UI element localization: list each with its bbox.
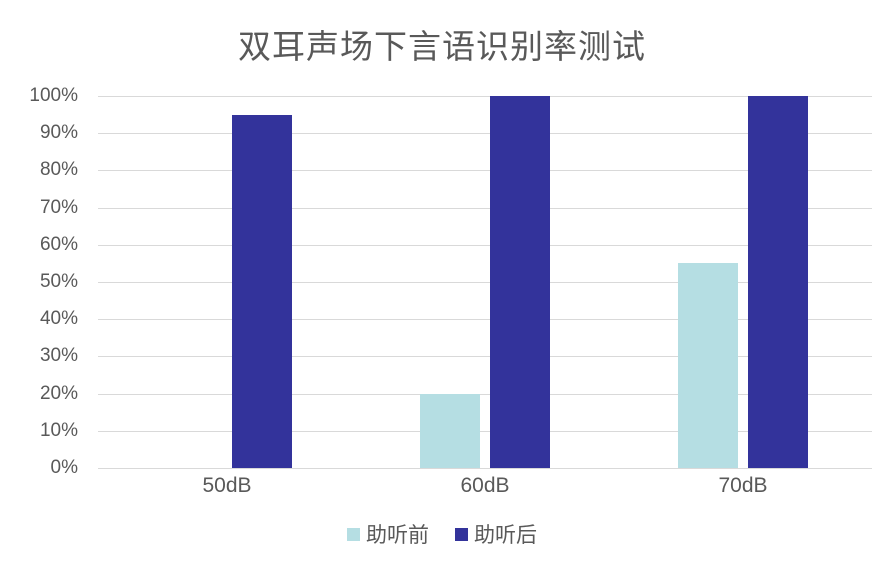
legend-label: 助听前 <box>366 523 429 547</box>
gridline <box>98 393 872 395</box>
y-axis-tick-label: 0% <box>50 457 78 478</box>
y-axis-tick-label: 50% <box>39 271 78 292</box>
gridline <box>98 282 872 283</box>
gridline <box>98 468 872 469</box>
bar-70dB-助听前[interactable] <box>678 263 738 468</box>
y-axis-tick-label: 70% <box>39 196 78 218</box>
gridline <box>98 319 872 321</box>
bar-50dB-助听后[interactable] <box>232 114 292 468</box>
bars-layer <box>98 96 872 468</box>
bar-70dB-助听后[interactable] <box>748 96 808 468</box>
y-axis-tick-label: 10% <box>39 419 78 441</box>
gridline <box>98 244 872 246</box>
legend-label: 助听后 <box>474 523 537 547</box>
gridlines <box>98 96 872 469</box>
gridline <box>98 356 872 358</box>
legend-swatch-icon <box>347 527 360 541</box>
legend-swatch-icon <box>455 527 468 541</box>
x-axis: 50dB 60dB 70dB <box>98 474 872 508</box>
y-axis-tick-label: 60% <box>39 233 78 255</box>
bar-60dB-助听前[interactable] <box>420 393 480 468</box>
plot-area <box>98 96 872 469</box>
chart-title: 双耳声场下言语识别率测试 <box>238 30 646 66</box>
gridline <box>98 133 872 135</box>
y-axis: 0% 10% 20% 30% 40% 50% 60% 70% 80% 90% 100% <box>0 85 88 478</box>
gridline <box>98 207 872 209</box>
chart-legend: 助听前 助听后 <box>0 519 884 549</box>
gridline <box>98 430 872 432</box>
y-axis-tick-label: 80% <box>39 159 78 181</box>
y-axis-tick-label: 40% <box>39 308 78 330</box>
x-axis-tick-label: 60dB <box>460 474 510 497</box>
y-axis-tick-label: 90% <box>39 122 78 144</box>
bar-60dB-助听后[interactable] <box>490 96 550 468</box>
y-axis-tick-label: 100% <box>29 85 78 106</box>
x-axis-tick-label: 70dB <box>718 474 768 497</box>
y-axis-tick-label: 30% <box>39 345 78 367</box>
gridline <box>98 96 872 97</box>
x-axis-tick-label: 50dB <box>202 474 252 497</box>
legend-item[interactable]: 助听前 <box>347 519 429 549</box>
gridline <box>98 170 872 172</box>
legend-item[interactable]: 助听后 <box>455 519 537 549</box>
y-axis-tick-label: 20% <box>39 382 78 404</box>
